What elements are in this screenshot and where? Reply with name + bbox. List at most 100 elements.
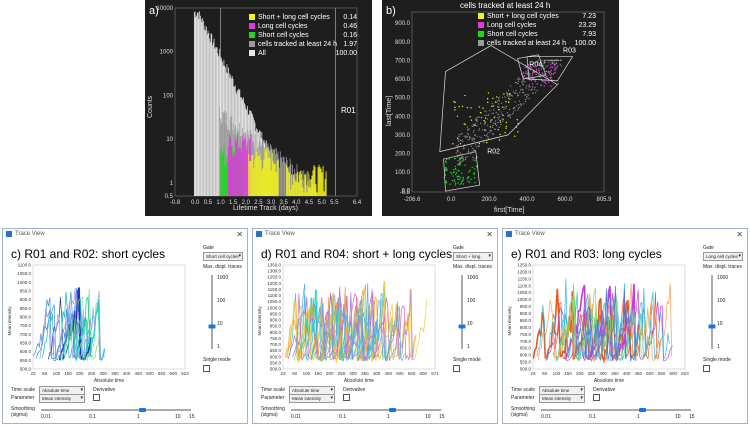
histogram-y-tick: 1	[170, 181, 174, 187]
trace-line	[574, 285, 627, 362]
scatter-point-24h	[462, 148, 464, 150]
trace-line	[310, 300, 406, 362]
scatter-point-24h	[480, 137, 483, 139]
legend-label: Short + long cell cycles	[258, 14, 330, 21]
scatter-point-long	[538, 68, 540, 70]
legend-label: Short cell cycles	[487, 31, 538, 38]
scatter-point-24h	[560, 59, 562, 62]
parameter-select[interactable]: Mean intensity	[289, 394, 335, 403]
trace-view-window-e[interactable]: Trace View ✕ e) R01 and R03: long cycles …	[502, 228, 748, 424]
gate-select[interactable]: Short cell cycles	[203, 252, 243, 261]
scatter-point-24h	[518, 104, 520, 106]
single-mode-checkbox[interactable]	[703, 365, 710, 372]
trace-view-window-d[interactable]: Trace View ✕ d) R01 and R04: short + long…	[252, 228, 498, 424]
scatter-point-24h	[492, 105, 495, 107]
scatter-point-24h	[517, 77, 520, 79]
histogram-bar-short-long	[289, 172, 291, 196]
scatter-point-24h	[463, 135, 465, 137]
scatter-point-24h	[463, 159, 465, 161]
derivative-checkbox[interactable]	[593, 394, 600, 401]
derivative-checkbox[interactable]	[343, 394, 350, 401]
scatter-point-24h	[500, 102, 503, 104]
max-traces-slider-thumb[interactable]	[458, 324, 466, 329]
max-traces-slider[interactable]	[211, 275, 213, 349]
scatter-x-tick: 600.0	[557, 197, 573, 203]
histogram-bar-short-long	[249, 160, 251, 196]
close-icon[interactable]: ✕	[236, 230, 243, 239]
max-traces-slider[interactable]	[711, 275, 713, 349]
smoothing-slider[interactable]	[291, 409, 441, 411]
histogram-bar-all	[203, 20, 204, 196]
scatter-point-24h	[467, 134, 470, 136]
parameter-select[interactable]: Mean intensity	[39, 394, 85, 403]
histogram-bar-short-long	[262, 167, 264, 196]
single-mode-checkbox[interactable]	[453, 365, 460, 372]
smoothing-slider-thumb[interactable]	[139, 408, 146, 412]
scatter-point-24h	[471, 150, 473, 153]
histogram-bar-short-long	[298, 182, 300, 196]
scatter-point-short-long	[454, 101, 456, 104]
window-titlebar[interactable]: Trace View ✕	[3, 229, 247, 240]
smoothing-slider[interactable]	[541, 409, 691, 411]
scatter-point-24h	[467, 132, 469, 134]
smoothing-slider-thumb[interactable]	[389, 408, 396, 412]
trace-x-tick: 50	[292, 371, 298, 376]
close-icon[interactable]: ✕	[736, 230, 743, 239]
gate-select[interactable]: Short + long	[453, 252, 493, 261]
scatter-point-short-long	[497, 128, 499, 131]
trace-x-tick: 300	[99, 371, 107, 376]
smoothing-slider[interactable]	[41, 409, 191, 411]
legend-swatch	[249, 41, 255, 47]
time-scale-label: Time scale	[11, 387, 35, 393]
scatter-point-short-long	[487, 101, 489, 104]
scatter-point-24h	[538, 71, 541, 73]
legend-swatch	[249, 14, 255, 20]
window-title: Trace View	[515, 231, 545, 237]
scatter-point-short-long	[479, 111, 482, 114]
single-mode-checkbox[interactable]	[203, 365, 210, 372]
scatter-point-24h	[497, 100, 499, 102]
legend-label: All	[258, 50, 266, 57]
scatter-point-24h	[510, 94, 512, 97]
scatter-point-short-long	[454, 109, 456, 111]
smoothing-slider-thumb[interactable]	[639, 408, 646, 412]
trace-y-tick: 950.0	[520, 304, 532, 309]
scatter-point-short-long	[505, 127, 507, 129]
histogram-bar-short	[220, 148, 222, 196]
histogram-bar-all	[193, 12, 195, 196]
scatter-point-short	[474, 182, 476, 184]
trace-plot[interactable]: 1350.01300.01250.01200.01150.01100.01050…	[255, 261, 441, 386]
scatter-point-24h	[489, 130, 491, 132]
smoothing-tick: 10	[425, 414, 431, 420]
legend-swatch	[249, 50, 255, 56]
scatter-point-24h	[522, 75, 524, 77]
histogram-bar-short	[239, 160, 241, 196]
max-traces-slider[interactable]	[461, 275, 463, 349]
max-traces-slider-thumb[interactable]	[708, 324, 716, 329]
scatter-point-short-long	[502, 114, 504, 117]
close-icon[interactable]: ✕	[486, 230, 493, 239]
gate-select[interactable]: Long cell cycles	[703, 252, 743, 261]
scatter-point-long	[548, 73, 551, 75]
scatter-point-24h	[490, 130, 493, 132]
parameter-select[interactable]: Mean intensity	[539, 394, 585, 403]
derivative-checkbox[interactable]	[93, 394, 100, 401]
window-titlebar[interactable]: Trace View ✕	[253, 229, 497, 240]
max-traces-slider-thumb[interactable]	[208, 324, 216, 329]
trace-y-tick: 900.0	[270, 318, 282, 323]
legend-label: cells tracked at least 24 h	[258, 41, 337, 48]
scatter-point-long	[525, 85, 528, 87]
trace-view-window-c[interactable]: Trace View ✕ c) R01 and R02: short cycles…	[2, 228, 248, 424]
scatter-point-24h	[483, 123, 486, 125]
histogram-bar-long	[239, 147, 241, 196]
scatter-point-24h	[520, 104, 522, 107]
legend-label: cells tracked at least 24 h	[487, 40, 566, 47]
histogram-bar-all	[206, 34, 208, 196]
scatter-point-24h	[487, 124, 489, 126]
window-titlebar[interactable]: Trace View ✕	[503, 229, 747, 240]
window-heading: e) R01 and R03: long cycles	[511, 247, 662, 261]
scatter-point-long	[527, 64, 530, 66]
trace-plot[interactable]: 1100.0 1050.0 1000.0 950.0 900.0 850.0 800.0 75…	[5, 261, 191, 386]
scatter-point-24h	[496, 105, 499, 108]
